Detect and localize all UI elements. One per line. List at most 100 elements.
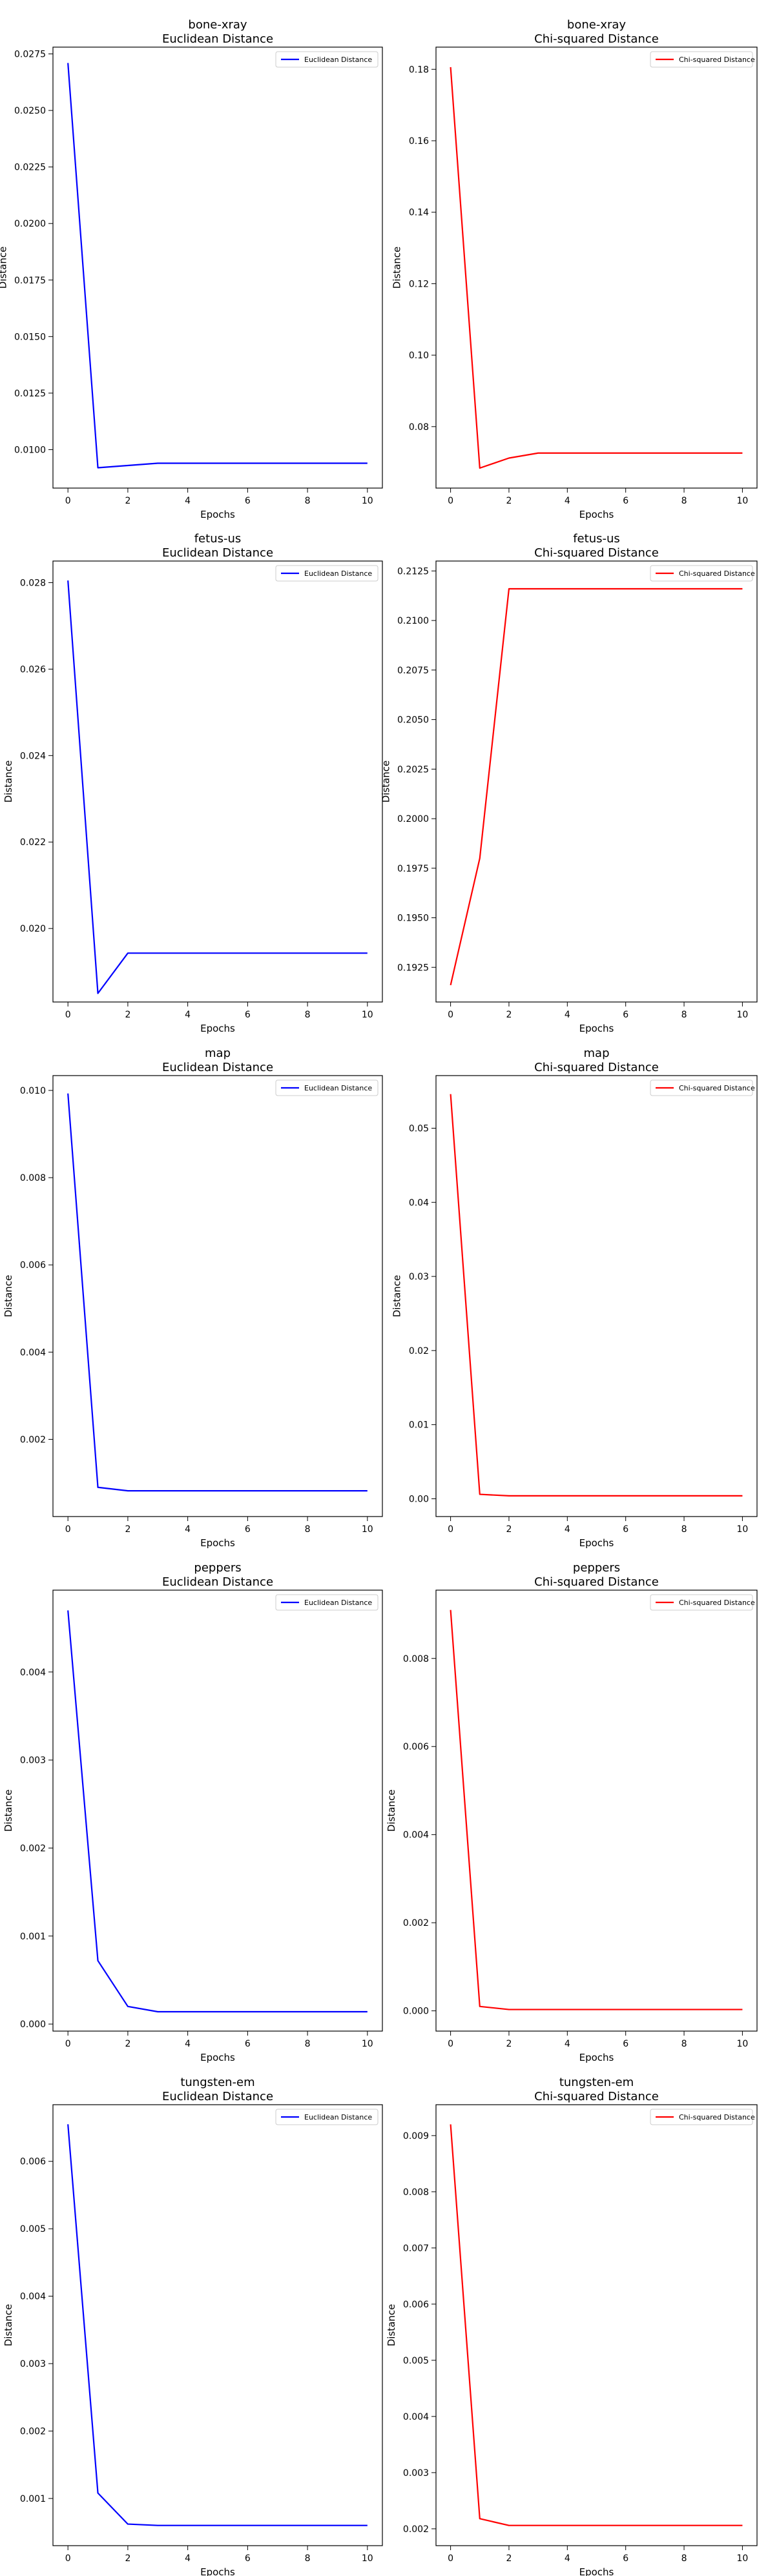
x-tick-label: 10	[736, 2553, 748, 2564]
y-tick-label: 0.024	[20, 751, 46, 761]
x-tick-label: 0	[448, 1010, 453, 1020]
chart-subtitle: Euclidean Distance	[162, 1061, 273, 1074]
x-tick-label: 2	[506, 2039, 512, 2049]
chart-title: map	[205, 1047, 231, 1060]
y-tick-label: 0.2050	[397, 715, 429, 726]
y-tick-label: 0.008	[403, 2187, 429, 2198]
x-tick-label: 8	[305, 1524, 311, 1535]
chart-subtitle: Euclidean Distance	[162, 2090, 273, 2103]
x-tick-label: 0	[448, 2553, 453, 2564]
plot-frame	[52, 1590, 383, 2032]
x-tick-label: 8	[681, 2553, 687, 2564]
x-axis-label: Epochs	[200, 2052, 235, 2063]
chart-title: fetus-us	[194, 532, 242, 546]
y-tick-label: 0.1975	[397, 864, 429, 874]
plot-frame	[52, 560, 383, 1003]
y-tick-label: 0.009	[403, 2131, 429, 2142]
legend-box	[275, 51, 379, 68]
x-tick-label: 6	[623, 2039, 628, 2049]
y-tick-label: 0.010	[20, 1086, 46, 1096]
x-tick-label: 6	[623, 1010, 628, 1020]
chart-title: map	[584, 1047, 610, 1060]
y-tick-label: 0.006	[20, 1260, 46, 1271]
y-tick-label: 0.2075	[397, 666, 429, 676]
x-tick-label: 0	[448, 496, 453, 506]
series-line-0	[67, 2124, 368, 2526]
y-axis-label: Distance	[3, 2304, 14, 2347]
x-tick-label: 4	[565, 1524, 570, 1535]
y-tick-label: 0.003	[20, 1755, 46, 1766]
chart-subtitle: Chi-squared Distance	[534, 546, 659, 560]
y-axis-label: Distance	[391, 247, 403, 289]
y-tick-label: 0.004	[403, 1830, 429, 1841]
x-tick-label: 8	[681, 1524, 687, 1535]
y-tick-label: 0.08	[409, 422, 429, 433]
x-tick-label: 2	[125, 496, 130, 506]
y-tick-label: 0.004	[20, 1668, 46, 1678]
chart-subtitle: Chi-squared Distance	[534, 32, 659, 46]
y-axis-label: Distance	[380, 761, 391, 803]
x-tick-label: 2	[125, 1524, 130, 1535]
y-tick-label: 0.00	[409, 1494, 429, 1504]
legend: Euclidean Distance	[275, 1594, 379, 1611]
chart-subtitle: Euclidean Distance	[162, 1575, 273, 1589]
chart-title: peppers	[194, 1561, 241, 1575]
x-tick-label: 6	[623, 496, 628, 506]
legend: Euclidean Distance	[275, 51, 379, 68]
y-tick-label: 0.02	[409, 1346, 429, 1356]
chart-subtitle: Chi-squared Distance	[534, 2090, 659, 2103]
legend: Euclidean Distance	[275, 565, 379, 582]
x-tick-label: 2	[506, 1524, 512, 1535]
y-tick-label: 0.0125	[14, 389, 46, 399]
y-axis-label: Distance	[0, 247, 8, 289]
legend-box	[650, 565, 753, 582]
y-tick-label: 0.008	[403, 1654, 429, 1664]
x-tick-label: 6	[245, 1010, 251, 1020]
x-tick-label: 10	[362, 1524, 373, 1535]
x-axis-label: Epochs	[200, 1537, 235, 1549]
y-tick-label: 0.006	[403, 1742, 429, 1752]
x-tick-label: 4	[185, 496, 191, 506]
y-tick-label: 0.1925	[397, 963, 429, 973]
y-tick-label: 0.005	[403, 2356, 429, 2366]
chart-title: fetus-us	[573, 532, 620, 546]
legend-box	[650, 1079, 753, 1096]
y-tick-label: 0.2000	[397, 814, 429, 824]
series-line-0	[67, 1093, 368, 1492]
x-tick-label: 6	[245, 1524, 251, 1535]
x-tick-label: 8	[681, 2039, 687, 2049]
x-tick-label: 8	[305, 496, 311, 506]
x-tick-label: 2	[125, 2039, 130, 2049]
plot-frame	[52, 1075, 383, 1517]
x-tick-label: 10	[362, 1010, 373, 1020]
x-tick-label: 0	[65, 1524, 71, 1535]
y-tick-label: 0.0275	[14, 50, 46, 60]
legend: Chi-squared Distance	[650, 1594, 755, 1611]
plot-frame	[435, 560, 758, 1003]
y-tick-label: 0.001	[20, 1932, 46, 1942]
x-tick-label: 2	[506, 496, 512, 506]
x-tick-label: 0	[65, 2553, 71, 2564]
x-tick-label: 4	[565, 2553, 570, 2564]
y-tick-label: 0.0225	[14, 163, 46, 173]
x-tick-label: 10	[736, 2039, 748, 2049]
y-tick-label: 0.2100	[397, 616, 429, 626]
y-tick-label: 0.006	[403, 2300, 429, 2310]
series-line-0	[67, 1610, 368, 2013]
y-tick-label: 0.007	[403, 2244, 429, 2254]
legend: Euclidean Distance	[275, 1079, 379, 1096]
y-tick-label: 0.0250	[14, 106, 46, 116]
x-tick-label: 8	[681, 1010, 687, 1020]
x-tick-label: 4	[185, 1010, 191, 1020]
x-axis-label: Epochs	[200, 509, 235, 520]
legend-label: Euclidean Distance	[304, 2113, 372, 2121]
series-line-0	[450, 1610, 743, 2010]
plot-frame	[435, 46, 758, 489]
chart-title: bone-xray	[567, 18, 626, 32]
y-tick-label: 0.008	[20, 1173, 46, 1183]
y-tick-label: 0.028	[20, 578, 46, 588]
